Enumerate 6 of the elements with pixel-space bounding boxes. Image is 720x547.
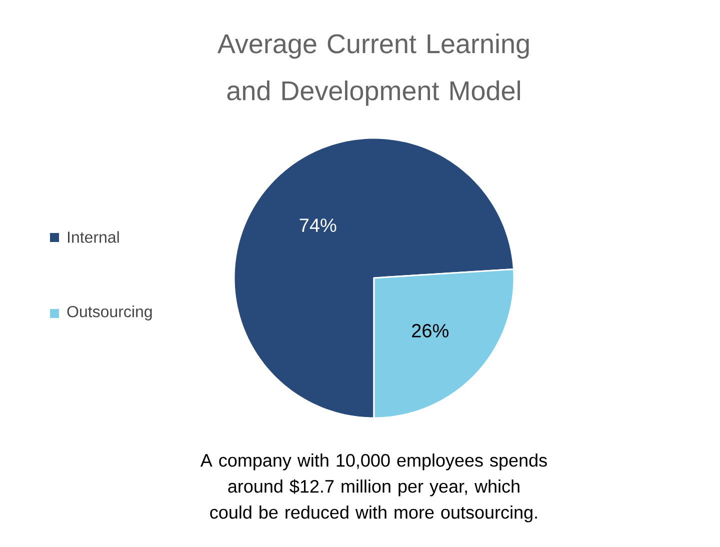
text: A company with 10,000 employees spends around $12.7 million per year, which could be reduced with more outsourcing. <box>200 454 547 522</box>
chart-title: Average Current Learning and Development Model <box>217 34 529 106</box>
legend-label: Internal <box>68 231 119 243</box>
legend-label: Outsourcing <box>67 306 152 320</box>
data-label: 26% <box>412 324 448 338</box>
data-label: 74% <box>300 218 336 232</box>
